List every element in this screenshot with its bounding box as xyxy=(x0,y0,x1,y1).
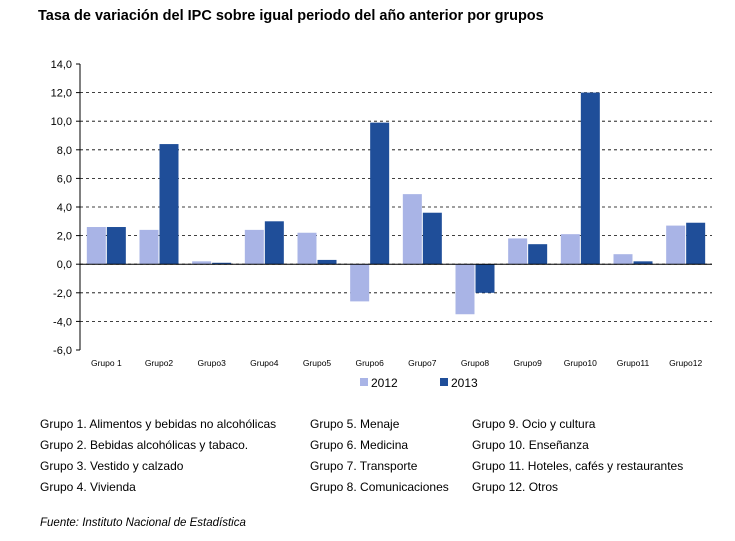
legend-label-2012: 2012 xyxy=(371,376,398,390)
y-tick-label: 4,0 xyxy=(57,202,72,214)
bar-2013 xyxy=(686,222,706,265)
bar-2013 xyxy=(264,221,284,265)
bar-2012 xyxy=(244,229,264,265)
y-tick-label: 6,0 xyxy=(57,173,72,185)
bar-2012 xyxy=(402,194,422,265)
bar-2013 xyxy=(212,262,232,265)
note-item: Grupo 3. Vestido y calzado xyxy=(40,459,184,473)
bar-2013 xyxy=(106,227,126,265)
bar-2012 xyxy=(560,234,580,265)
bar-2012 xyxy=(666,225,686,265)
bar-2012 xyxy=(86,227,106,265)
note-item: Grupo 2. Bebidas alcohólicas y tabaco. xyxy=(40,438,249,452)
note-item: Grupo 5. Menaje xyxy=(310,417,400,431)
x-tick-label: Grupo3 xyxy=(197,358,226,368)
y-tick-label: -4,0 xyxy=(53,316,72,328)
x-tick-label: Grupo 1 xyxy=(91,358,122,368)
x-tick-label: Grupo5 xyxy=(303,358,332,368)
note-item: Grupo 1. Alimentos y bebidas no alcohóli… xyxy=(40,417,277,431)
bar-2012 xyxy=(297,232,317,265)
notes-column-2: Grupo 5. Menaje Grupo 6. Medicina Grupo … xyxy=(310,414,449,498)
note-item: Grupo 12. Otros xyxy=(472,480,559,494)
x-tick-label: Grupo4 xyxy=(250,358,279,368)
y-tick-label: 2,0 xyxy=(57,231,72,243)
note-item: Grupo 9. Ocio y cultura xyxy=(472,417,596,431)
bar-2012 xyxy=(350,264,370,302)
y-tick-label: 10,0 xyxy=(51,116,72,128)
y-tick-label: -6,0 xyxy=(53,345,72,357)
bar-2013 xyxy=(422,212,442,265)
bar-2013 xyxy=(475,264,495,293)
legend-swatch-2013 xyxy=(440,378,448,386)
bar-2013 xyxy=(370,122,390,265)
x-tick-label: Grupo12 xyxy=(669,358,702,368)
legend-label-2013: 2013 xyxy=(451,376,478,390)
bar-2012 xyxy=(508,238,528,265)
y-tick-label: 8,0 xyxy=(57,145,72,157)
y-tick-label: 0,0 xyxy=(57,259,72,271)
notes-column-1: Grupo 1. Alimentos y bebidas no alcohóli… xyxy=(40,414,276,498)
note-item: Grupo 6. Medicina xyxy=(310,438,409,452)
bar-2013 xyxy=(317,259,337,265)
x-tick-label: Grupo11 xyxy=(617,358,650,368)
x-tick-label: Grupo9 xyxy=(513,358,542,368)
x-tick-label: Grupo2 xyxy=(145,358,174,368)
tick-labels: 14,0 12,0 10,0 8,0 6,0 4,0 2,0 0,0 -2,0 -4,0 -6,0 G… xyxy=(51,59,703,368)
axes xyxy=(76,63,712,351)
bar-2013 xyxy=(580,92,600,265)
bar-2013 xyxy=(528,244,548,265)
bar-2012 xyxy=(192,261,212,265)
y-tick-label: -2,0 xyxy=(53,288,72,300)
bar-2012 xyxy=(455,264,475,315)
chart-title: Tasa de variación del IPC sobre igual pe… xyxy=(38,8,544,24)
x-tick-label: Grupo6 xyxy=(355,358,384,368)
legend-swatch-2012 xyxy=(360,378,368,386)
source-note: Fuente: Instituto Nacional de Estadístic… xyxy=(40,517,246,529)
x-tick-label: Grupo10 xyxy=(564,358,597,368)
note-item: Grupo 7. Transporte xyxy=(310,459,418,473)
bar-2013 xyxy=(159,144,179,265)
note-item: Grupo 10. Enseñanza xyxy=(472,438,589,452)
y-tick-label: 14,0 xyxy=(51,59,72,71)
bar-2012 xyxy=(613,254,633,265)
note-item: Grupo 4. Vivienda xyxy=(40,480,136,494)
y-tick-label: 12,0 xyxy=(51,88,72,100)
bars xyxy=(86,92,706,315)
x-tick-label: Grupo7 xyxy=(408,358,437,368)
bar-2013 xyxy=(633,261,653,265)
notes-column-3: Grupo 9. Ocio y cultura Grupo 10. Enseña… xyxy=(472,414,683,498)
x-tick-label: Grupo8 xyxy=(461,358,490,368)
legend: 2012 2013 xyxy=(360,376,478,390)
bar-chart: 14,0 12,0 10,0 8,0 6,0 4,0 2,0 0,0 -2,0 -4,0 -6,0 G… xyxy=(51,59,712,390)
bar-2012 xyxy=(139,229,159,265)
note-item: Grupo 11. Hoteles, cafés y restaurantes xyxy=(472,459,684,473)
note-item: Grupo 8. Comunicaciones xyxy=(310,480,449,494)
